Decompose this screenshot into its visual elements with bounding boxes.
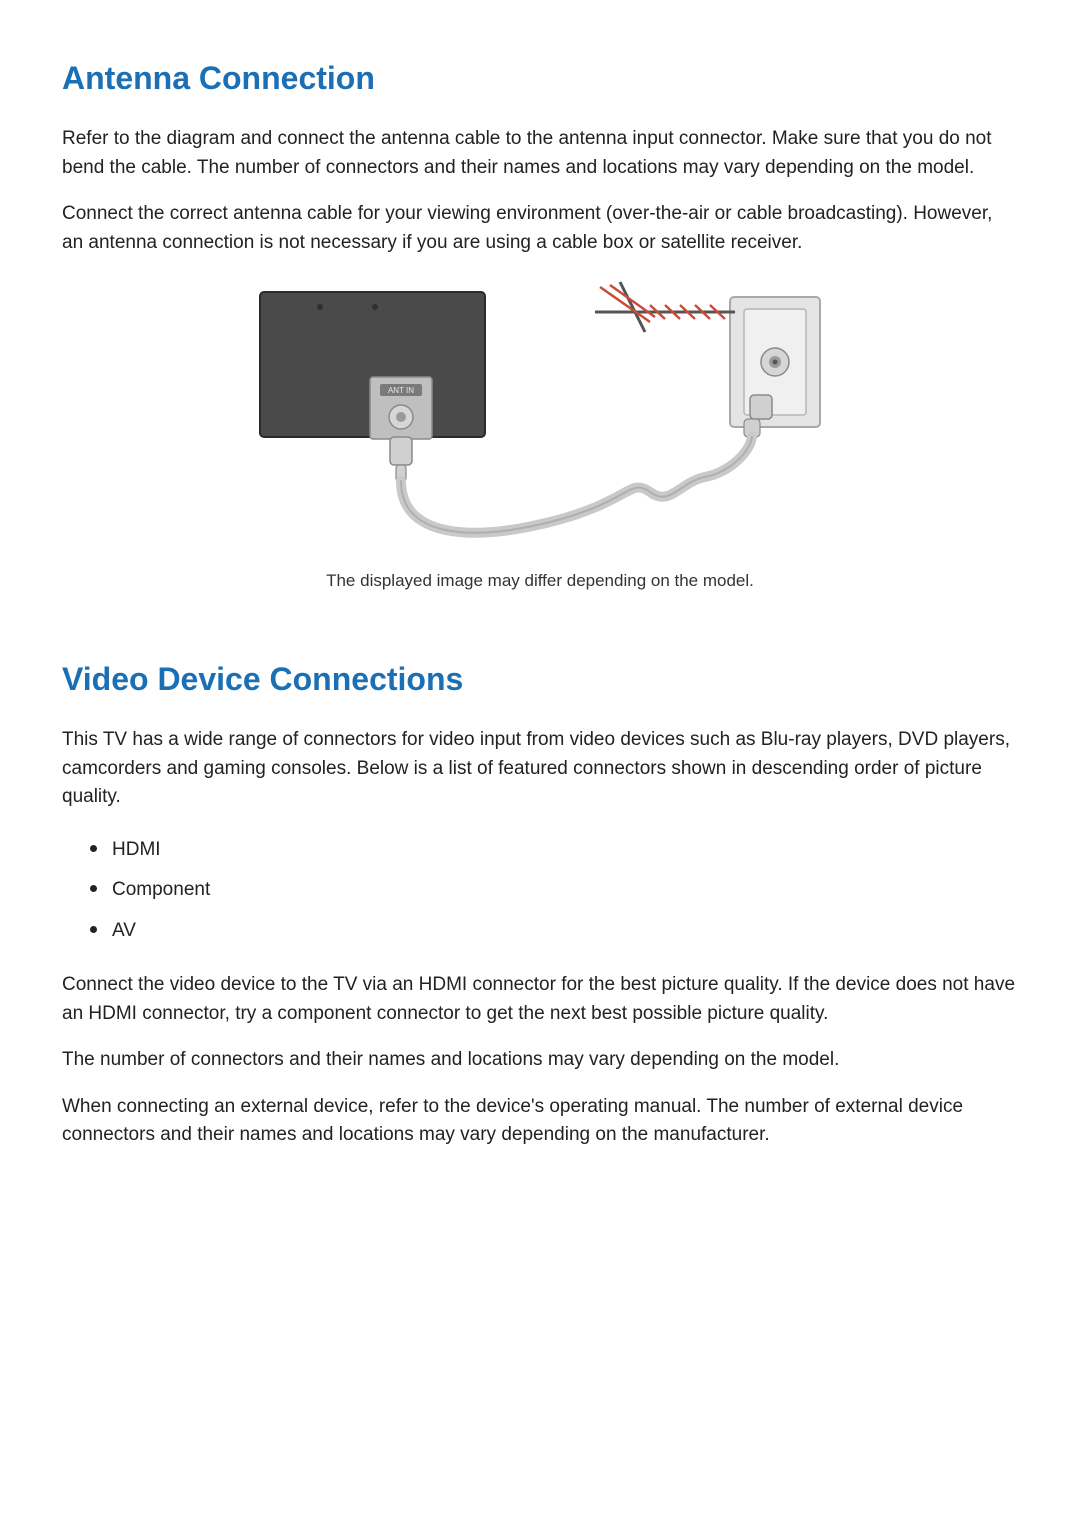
antenna-icon xyxy=(595,282,735,332)
wall-plate-icon xyxy=(730,297,820,427)
list-item: Component xyxy=(90,870,1018,911)
svg-text:ANT IN: ANT IN xyxy=(388,386,414,395)
coax-cable xyxy=(401,437,752,533)
section2-intro: This TV has a wide range of connectors f… xyxy=(62,726,1018,812)
list-item: AV xyxy=(90,911,1018,952)
section2-title: Video Device Connections xyxy=(62,661,1018,698)
cable-plug-tv-side xyxy=(390,437,412,481)
section2-paragraph-3: When connecting an external device, refe… xyxy=(62,1093,1018,1150)
diagram-caption: The displayed image may differ depending… xyxy=(326,571,754,591)
list-item: HDMI xyxy=(90,830,1018,871)
section1-paragraph-2: Connect the correct antenna cable for yo… xyxy=(62,200,1018,257)
antenna-diagram-container: ANT IN xyxy=(62,277,1018,591)
section1-title: Antenna Connection xyxy=(62,60,1018,97)
section1-paragraph-1: Refer to the diagram and connect the ant… xyxy=(62,125,1018,182)
ant-in-port: ANT IN xyxy=(370,377,432,439)
section2-paragraph-1: Connect the video device to the TV via a… xyxy=(62,971,1018,1028)
section2-paragraph-2: The number of connectors and their names… xyxy=(62,1046,1018,1075)
connector-list: HDMI Component AV xyxy=(62,830,1018,952)
antenna-diagram: ANT IN xyxy=(250,277,830,557)
